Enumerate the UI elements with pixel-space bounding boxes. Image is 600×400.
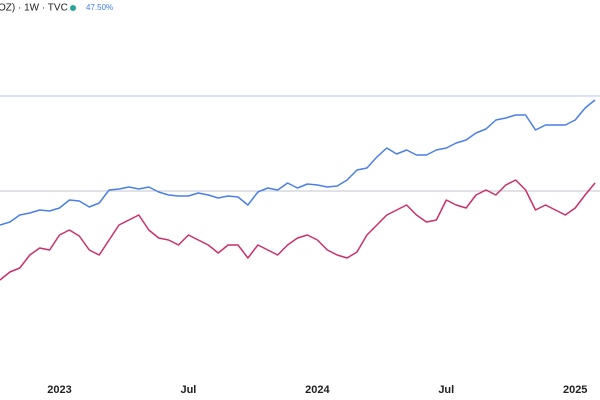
symbol-title: OZ) · 1W · TVC — [0, 3, 68, 14]
series-line — [0, 99, 596, 226]
series-line — [0, 179, 596, 281]
x-tick-label: 2024 — [305, 384, 330, 396]
x-tick-label: 2025 — [563, 384, 587, 396]
x-tick-label: 2023 — [47, 384, 71, 396]
status-dot — [70, 5, 76, 11]
x-tick-label: Jul — [438, 384, 454, 396]
change-value: 47.50% — [86, 3, 113, 12]
x-tick-label: Jul — [180, 384, 196, 396]
